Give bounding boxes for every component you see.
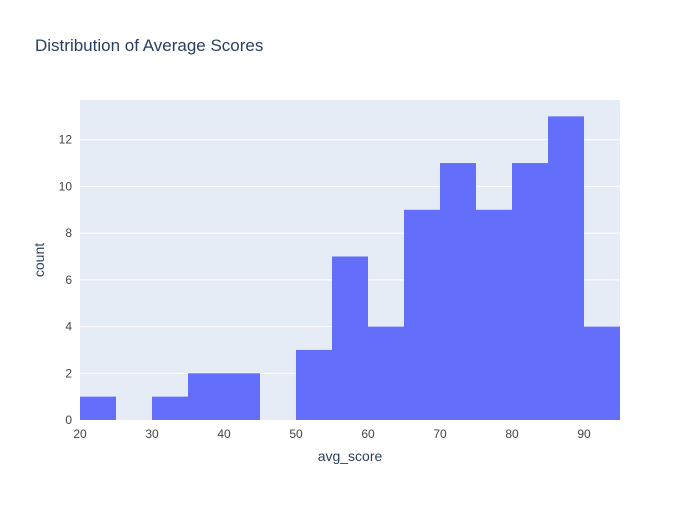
- y-axis-label: count: [31, 243, 47, 277]
- y-tick-label: 0: [65, 413, 72, 427]
- x-tick-label: 50: [289, 427, 303, 441]
- histogram-bar: [368, 326, 404, 420]
- y-tick-label: 8: [65, 226, 72, 240]
- y-axis-ticks: 0 2 4 6 8 10 12: [59, 133, 73, 427]
- y-tick-label: 12: [59, 133, 73, 147]
- histogram-bar: [152, 396, 188, 420]
- y-tick-label: 2: [65, 366, 72, 380]
- x-tick-label: 80: [505, 427, 519, 441]
- histogram-bar: [440, 163, 476, 421]
- x-tick-label: 30: [145, 427, 159, 441]
- histogram-bar: [584, 326, 620, 420]
- x-tick-label: 70: [433, 427, 447, 441]
- histogram-bar: [404, 209, 440, 420]
- histogram-bar: [476, 209, 512, 420]
- x-axis-label: avg_score: [318, 448, 383, 464]
- bars: [80, 116, 620, 421]
- histogram-bar: [80, 396, 116, 420]
- histogram-bar: [188, 373, 224, 420]
- y-tick-label: 4: [65, 320, 72, 334]
- x-tick-label: 40: [217, 427, 231, 441]
- histogram-bar: [548, 116, 584, 420]
- histogram-bar: [296, 349, 332, 420]
- x-tick-label: 20: [73, 427, 87, 441]
- y-tick-label: 10: [59, 179, 73, 193]
- histogram-bar: [332, 256, 368, 420]
- x-tick-label: 90: [577, 427, 591, 441]
- chart-title: Distribution of Average Scores: [35, 36, 263, 55]
- x-axis-ticks: 20 30 40 50 60 70 80 90: [73, 427, 591, 441]
- x-tick-label: 60: [361, 427, 375, 441]
- histogram-bar: [224, 373, 260, 420]
- histogram-bar: [512, 163, 548, 421]
- y-tick-label: 6: [65, 273, 72, 287]
